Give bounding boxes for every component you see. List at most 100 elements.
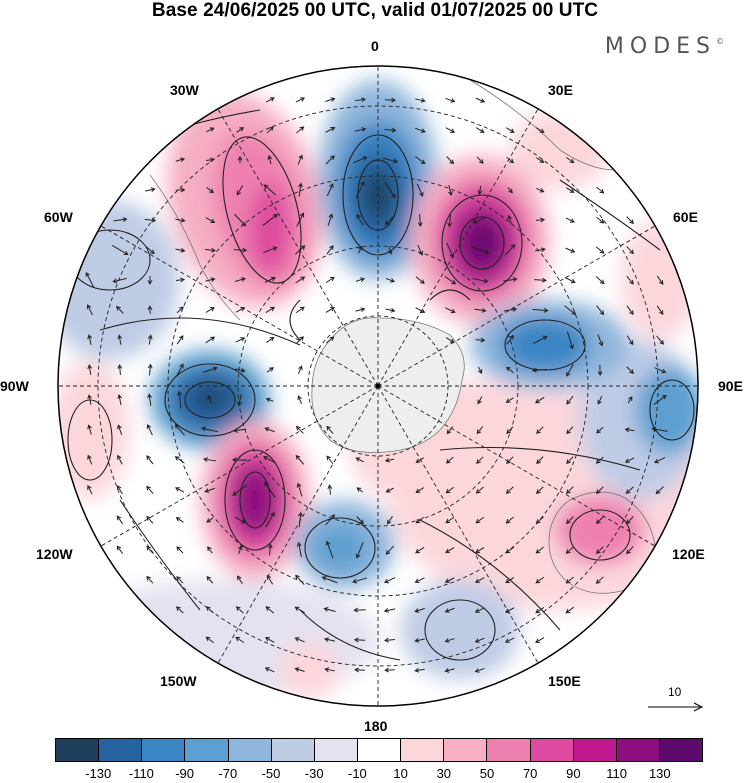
wind-vector-head (180, 247, 186, 253)
wind-vector-head (414, 667, 420, 673)
wind-vector-head (628, 396, 633, 401)
wind-vector-head (179, 363, 184, 369)
wind-vector (415, 307, 425, 313)
wind-vector (116, 546, 124, 554)
wind-vector (204, 248, 216, 252)
wind-vector-head (232, 491, 238, 496)
wind-vector (507, 186, 513, 194)
wind-vector (536, 456, 544, 464)
wind-vector (325, 307, 335, 313)
wind-vector-head (478, 159, 484, 164)
wind-vector-head (474, 638, 480, 643)
wind-vector (445, 547, 455, 553)
wind-vector (503, 308, 517, 312)
wind-vector-head (597, 371, 603, 377)
wind-vector (203, 367, 217, 373)
wind-vector (446, 456, 454, 464)
wind-vector-head (629, 369, 634, 374)
wind-vector (475, 97, 485, 103)
wind-vector-head (356, 487, 362, 492)
wind-vector-head (179, 306, 184, 312)
wind-vector-head (237, 155, 243, 161)
wind-vector (265, 667, 275, 673)
wind-vector (508, 215, 512, 225)
wind-vector-head (299, 126, 305, 131)
wind-vector-head (359, 519, 364, 525)
wind-vector (475, 637, 485, 643)
wind-vector (385, 308, 395, 312)
wind-vector-head (451, 279, 457, 285)
colorbar-tick-label: 130 (648, 766, 671, 781)
wind-vector (656, 486, 664, 494)
colorbar-swatch (56, 739, 100, 761)
wind-vector-head (299, 306, 305, 312)
wind-vector (476, 456, 484, 464)
wind-vector (207, 395, 213, 405)
wind-vector (295, 306, 305, 314)
wind-vector-head (504, 638, 510, 643)
colorbar-tick-label: 90 (566, 766, 581, 781)
wind-vector-head (390, 278, 395, 283)
wind-vector (566, 395, 574, 405)
wind-vector (626, 246, 634, 254)
wind-vector (175, 424, 185, 436)
wind-vector (205, 217, 215, 223)
wind-vector (384, 608, 396, 612)
wind-vector (448, 213, 452, 227)
wind-vector-head (566, 371, 571, 377)
reference-vector-label: 10 (668, 685, 682, 699)
wind-vector-head (354, 667, 359, 673)
wind-vector-head (87, 334, 93, 340)
wind-vector-head (116, 515, 122, 521)
wind-vector (415, 98, 425, 102)
wind-vector-head (475, 518, 481, 524)
wind-vector (475, 127, 485, 133)
wind-vector-head (449, 159, 455, 165)
wind-vector-head (420, 308, 426, 313)
lon-label-180: 180 (364, 718, 388, 734)
wind-vector-head (566, 399, 571, 405)
wind-vector (206, 636, 214, 644)
wind-vector-head (232, 457, 237, 463)
wind-vector-head (570, 248, 576, 253)
wind-vector (355, 278, 365, 282)
wind-vector-head (270, 306, 276, 312)
wind-vector-head (505, 398, 511, 403)
wind-vector-head (297, 395, 302, 401)
wind-vector (626, 335, 634, 345)
wind-vector-head (360, 277, 366, 282)
wind-vector (264, 482, 276, 498)
wind-vector (475, 547, 485, 553)
lon-label-150w: 150W (160, 673, 197, 689)
wind-vector (265, 97, 275, 103)
wind-vector-head (294, 667, 300, 672)
wind-vector (206, 576, 214, 584)
wind-vector-head (475, 548, 481, 554)
wind-vector-head (384, 457, 390, 463)
wind-vector-head (505, 519, 511, 524)
wind-vector (415, 638, 425, 642)
wind-vector-head (146, 575, 151, 581)
wind-vector (414, 127, 426, 133)
wind-vector-head (565, 608, 571, 614)
wind-vector (355, 181, 365, 199)
wind-vector (264, 277, 276, 283)
wind-vector (175, 218, 185, 222)
wind-vector-head (264, 481, 269, 487)
wind-vector-head (391, 127, 397, 133)
wind-vector-head (448, 191, 453, 196)
wind-vector (201, 427, 219, 433)
wind-vector-head (536, 489, 541, 494)
wind-vector-head (651, 426, 657, 432)
wind-vector-head (480, 98, 486, 103)
wind-vector-head (352, 578, 358, 584)
wind-vector-head (384, 637, 389, 643)
wind-vector (296, 426, 304, 434)
wind-vector (445, 337, 455, 343)
wind-vector (236, 185, 244, 195)
wind-vector-head (146, 515, 151, 521)
wind-vector (175, 487, 185, 493)
wind-vector-head (540, 217, 546, 223)
anomaly-field (58, 66, 698, 706)
wind-vector (445, 638, 455, 642)
